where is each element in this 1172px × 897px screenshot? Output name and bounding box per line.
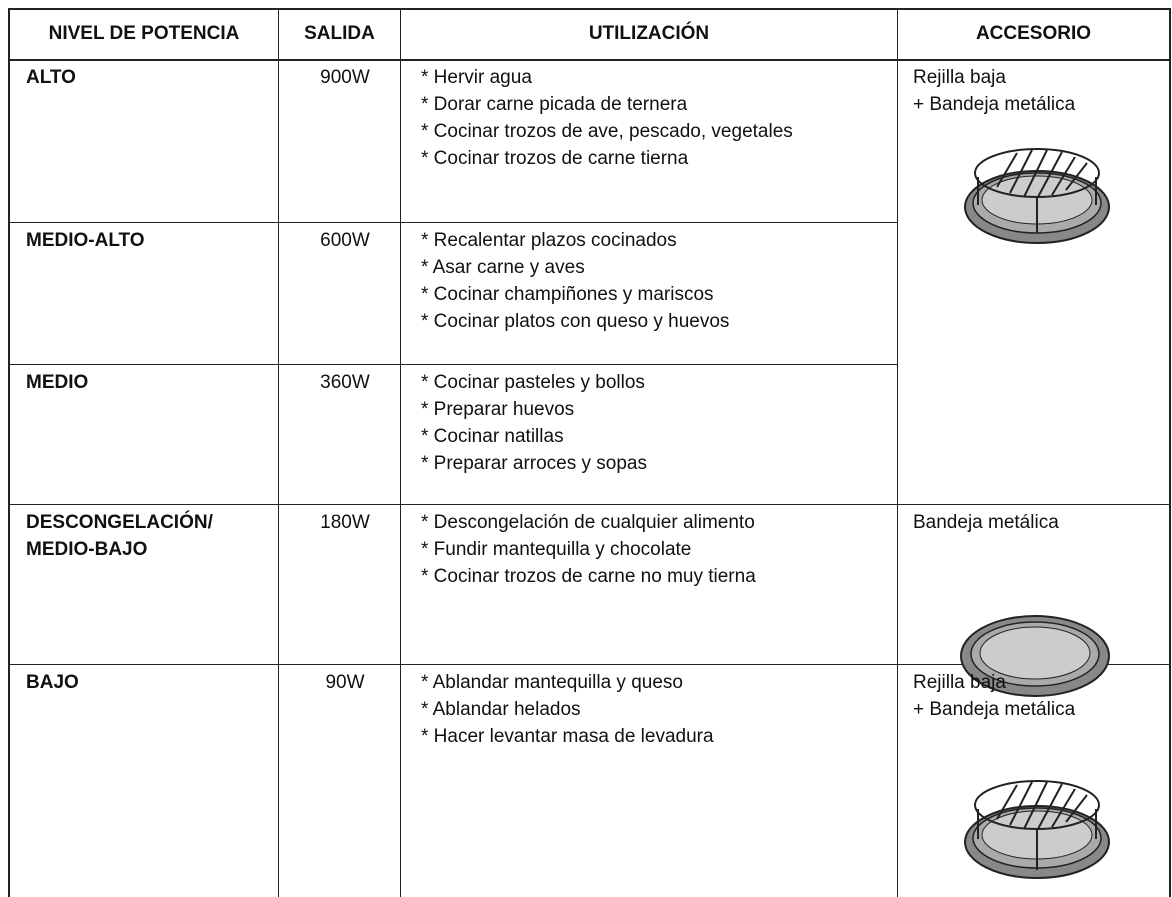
level-text: DESCONGELACIÓN/ [26,512,213,533]
uses-cell: * Descongelación de cualquier alimento * … [421,509,853,590]
accessory-text: Bandeja metálica [913,512,1059,533]
accessory-text: Rejilla baja [913,67,1006,88]
use-item: * Ablandar helados [421,699,581,720]
level-cell: DESCONGELACIÓN/MEDIO-BAJO [26,509,276,563]
accessory-cell: Rejilla baja + Bandeja metálica [913,64,1163,118]
use-item: * Preparar huevos [421,399,575,420]
accessory-text: Rejilla baja [913,672,1006,693]
output-cell: 600W [320,230,370,251]
accessory-text: + Bandeja metálica [913,699,1076,720]
border [1169,8,1171,897]
header-cell: SALIDA [304,23,375,44]
uses-cell: * Cocinar pasteles y bollos * Preparar hu… [421,369,853,477]
output-cell: 900W [320,67,370,88]
use-item: * Dorar carne picada de ternera [421,94,688,115]
border [8,59,1171,61]
use-item: * Preparar arroces y sopas [421,453,647,474]
border [8,222,898,223]
accessory-cell: Rejilla baja + Bandeja metálica [913,669,1163,723]
level-text: MEDIO [26,372,89,393]
border [8,664,1171,665]
rack-tray-icon [964,780,1110,879]
level-text: MEDIO-BAJO [26,539,148,560]
border [8,504,1171,505]
use-item: * Recalentar plazos cocinados [421,230,677,251]
use-item: * Cocinar champiñones y mariscos [421,284,714,305]
output-cell: 90W [325,672,365,693]
use-item: * Hacer levantar masa de levadura [421,726,714,747]
accessory-text: + Bandeja metálica [913,94,1076,115]
use-item: * Descongelación de cualquier alimento [421,512,755,533]
level-text: ALTO [26,67,76,88]
border [897,8,898,897]
level-cell: BAJO [26,669,276,696]
use-item: * Cocinar trozos de ave, pescado, vegeta… [421,121,793,142]
level-text: MEDIO-ALTO [26,230,145,251]
level-cell: MEDIO [26,369,276,396]
uses-cell: * Recalentar plazos cocinados * Asar carn… [421,227,853,335]
header-cell: UTILIZACIÓN [588,23,710,44]
output-cell: 180W [320,512,370,533]
use-item: * Cocinar natillas [421,426,564,447]
header-cell: ACCESORIO [975,23,1092,44]
level-text: BAJO [26,672,79,693]
border [8,364,898,365]
level-cell: MEDIO-ALTO [26,227,276,254]
uses-cell: * Hervir agua * Dorar carne picada de ter… [421,64,853,172]
border [278,8,279,897]
output-cell: 360W [320,372,370,393]
header-cell: NIVEL DE POTENCIA [48,23,240,44]
uses-cell: * Ablandar mantequilla y queso * Ablandar… [421,669,853,750]
use-item: * Ablandar mantequilla y queso [421,672,683,693]
border [8,8,10,897]
tray-icon [960,615,1110,697]
use-item: * Fundir mantequilla y chocolate [421,539,692,560]
border [8,8,1171,10]
use-item: * Asar carne y aves [421,257,585,278]
border [400,8,401,897]
use-item: * Cocinar platos con queso y huevos [421,311,730,332]
accessory-cell: Bandeja metálica [913,509,1163,536]
level-cell: ALTO [26,64,276,91]
use-item: * Cocinar trozos de carne no muy tierna [421,566,756,587]
rack-tray-icon [964,148,1110,244]
use-item: * Hervir agua [421,67,532,88]
use-item: * Cocinar trozos de carne tierna [421,148,689,169]
use-item: * Cocinar pasteles y bollos [421,372,645,393]
